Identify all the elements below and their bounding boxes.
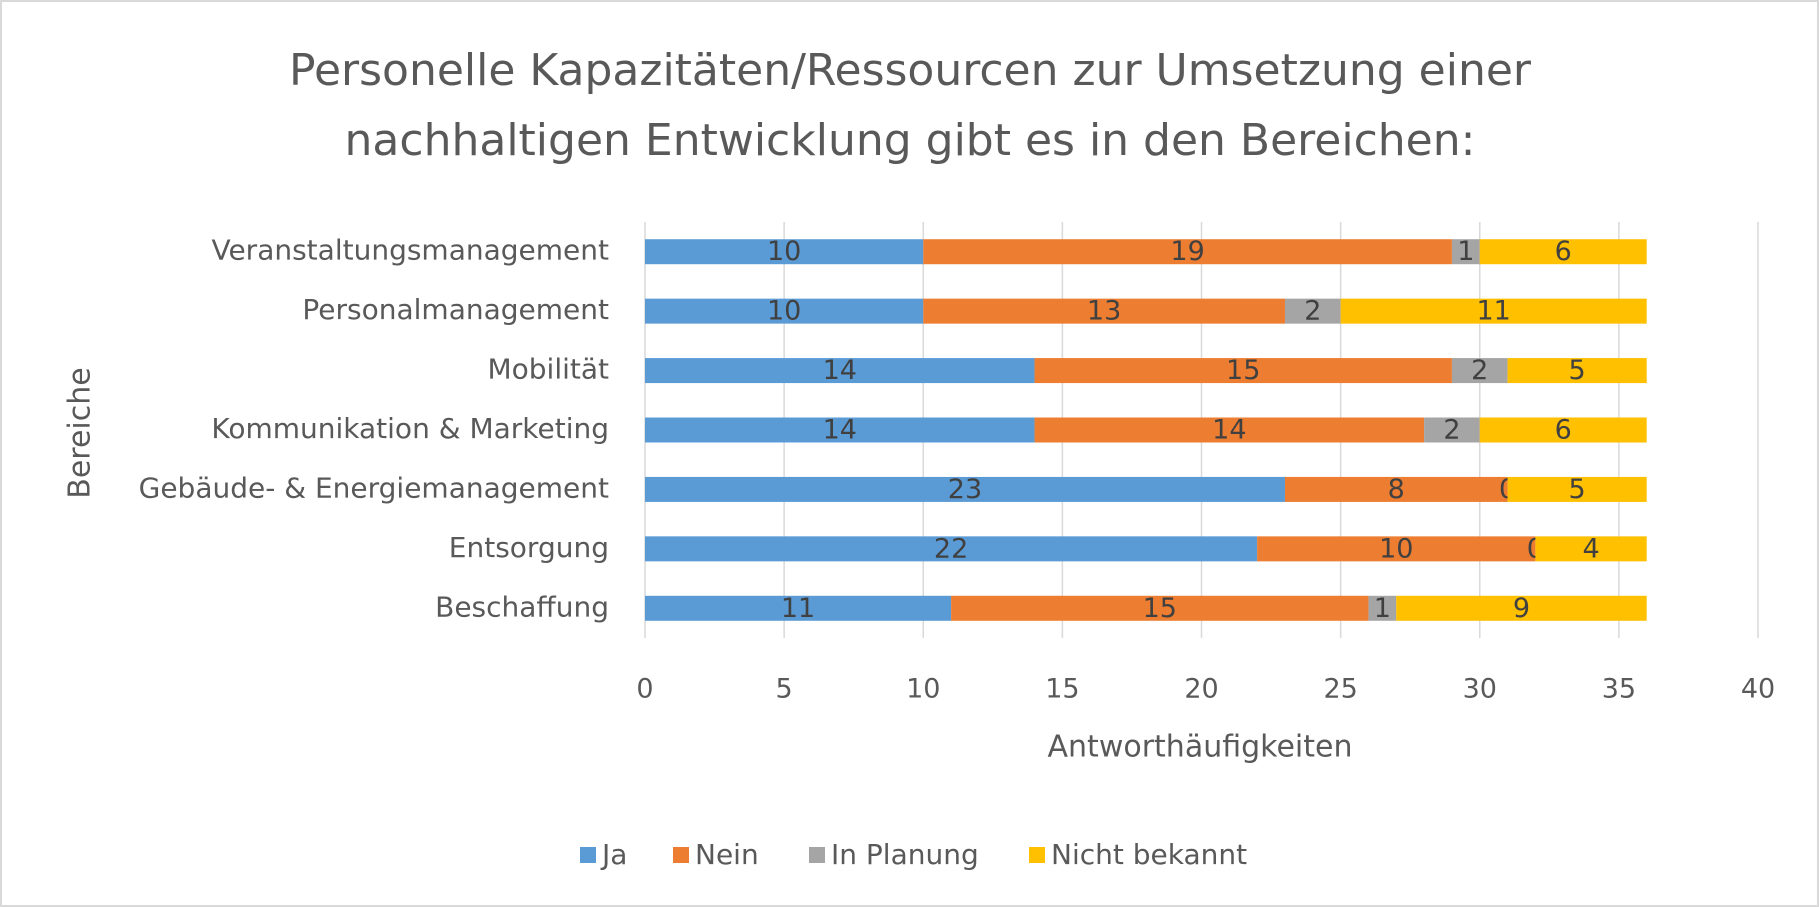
legend-swatch — [673, 847, 689, 863]
bar-segment — [923, 298, 1285, 324]
data-label: 5 — [1569, 355, 1586, 386]
bar-segment — [1479, 417, 1647, 443]
y-tick-label: Personalmanagement — [302, 293, 609, 326]
y-tick-label: Beschaffung — [435, 590, 609, 623]
chart-subtitle: nachhaltigen Entwicklung gibt es in den … — [345, 115, 1476, 166]
bar-segment — [645, 298, 924, 324]
bar-segment — [1396, 595, 1647, 621]
legend-label: Nein — [695, 838, 759, 871]
data-label: 5 — [1569, 474, 1586, 505]
x-tick-label: 40 — [1741, 674, 1775, 705]
bar-segment — [1535, 536, 1647, 562]
data-label: 6 — [1555, 236, 1572, 267]
legend-label: Ja — [600, 838, 627, 871]
data-label: 1 — [1374, 593, 1391, 624]
data-label: 2 — [1443, 415, 1460, 446]
y-tick-label: Entsorgung — [449, 531, 609, 564]
bar-segment — [645, 595, 952, 621]
bar-segment — [1507, 476, 1647, 502]
data-label: 10 — [767, 296, 801, 327]
bar-segment — [1284, 476, 1508, 502]
data-label: 15 — [1226, 355, 1260, 386]
bar-segment — [923, 239, 1452, 265]
data-label: 23 — [948, 474, 982, 505]
legend-swatch — [809, 847, 825, 863]
x-tick-label: 10 — [906, 674, 940, 705]
legend-swatch — [580, 847, 596, 863]
y-tick-label: Gebäude- & Energiemanagement — [139, 471, 609, 504]
bar-segment — [1424, 417, 1480, 443]
data-label: 10 — [767, 236, 801, 267]
data-label: 1 — [1457, 236, 1474, 267]
data-label: 15 — [1143, 593, 1177, 624]
chart-title: Personelle Kapazitäten/Ressourcen zur Um… — [289, 45, 1532, 96]
data-label: 11 — [1476, 296, 1510, 327]
bar-segment — [1507, 358, 1647, 384]
legend-label: In Planung — [831, 838, 979, 871]
x-tick-label: 0 — [636, 674, 653, 705]
y-tick-label: Kommunikation & Marketing — [211, 412, 609, 445]
data-label: 4 — [1582, 533, 1599, 564]
data-label: 8 — [1388, 474, 1405, 505]
x-tick-label: 15 — [1045, 674, 1079, 705]
y-axis-title: Bereiche — [63, 367, 98, 498]
bar-segment — [645, 358, 1035, 384]
x-tick-label: 20 — [1184, 674, 1218, 705]
data-label: 2 — [1471, 355, 1488, 386]
data-label: 14 — [823, 415, 857, 446]
data-label: 9 — [1513, 593, 1530, 624]
x-tick-label: 30 — [1463, 674, 1497, 705]
bar-segment — [1451, 358, 1508, 384]
bar-segment — [645, 417, 1035, 443]
x-axis-title: Antworthäufigkeiten — [1048, 730, 1353, 765]
y-tick-label: Mobilität — [487, 353, 609, 386]
bar-segment — [1451, 239, 1480, 265]
data-label: 14 — [823, 355, 857, 386]
bar-segment — [1257, 536, 1536, 562]
bar-segment — [1284, 298, 1341, 324]
legend-label: Nicht bekannt — [1051, 838, 1247, 871]
bar-segment — [1479, 239, 1647, 265]
data-label: 13 — [1087, 296, 1121, 327]
data-label: 10 — [1379, 533, 1413, 564]
bar-segment — [645, 536, 1258, 562]
data-label: 19 — [1170, 236, 1204, 267]
data-label: 11 — [781, 593, 815, 624]
x-tick-label: 35 — [1602, 674, 1636, 705]
legend-swatch — [1029, 847, 1045, 863]
x-tick-label: 25 — [1323, 674, 1357, 705]
data-label: 2 — [1304, 296, 1321, 327]
bar-segment — [1034, 358, 1452, 384]
bar-segment — [645, 476, 1285, 502]
bar-segment — [645, 239, 924, 265]
bar-segment — [1340, 298, 1647, 324]
data-label: 22 — [934, 533, 968, 564]
data-label: 14 — [1212, 415, 1246, 446]
y-tick-label: Veranstaltungsmanagement — [211, 234, 609, 267]
bar-segment — [951, 595, 1369, 621]
data-label: 6 — [1555, 415, 1572, 446]
bar-segment — [1368, 595, 1397, 621]
bar-segment — [1034, 417, 1425, 443]
x-tick-label: 5 — [776, 674, 793, 705]
